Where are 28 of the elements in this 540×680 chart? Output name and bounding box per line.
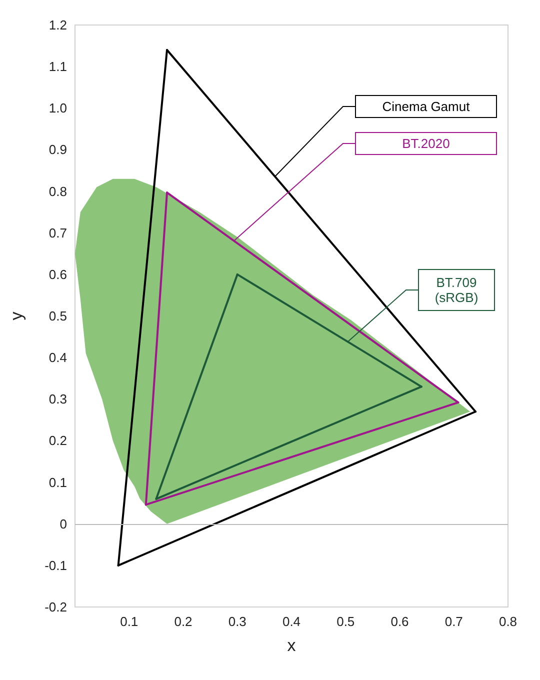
y-tick-label: 0.7	[48, 225, 67, 240]
y-tick-label: 0.8	[48, 184, 67, 199]
x-tick-label: 0.1	[120, 614, 138, 629]
name-box: BT.709 (sRGB)	[418, 269, 495, 311]
y-tick-label: 0	[60, 516, 67, 532]
y-tick-label: 1.1	[48, 59, 67, 74]
x-tick-label: 0.3	[228, 614, 246, 629]
y-tick-label: 0.2	[48, 433, 67, 448]
y-axis-title: y	[7, 311, 26, 320]
y-tick-label: 1.0	[48, 100, 67, 116]
x-tick-label: 0.5	[336, 614, 355, 629]
y-tick-label: 0.6	[48, 266, 67, 282]
x-tick-label: 0.4	[282, 614, 301, 629]
y-tick-label: 0.4	[48, 350, 67, 366]
x-axis-title: x	[287, 636, 296, 655]
y-tick-label: 0.5	[48, 308, 67, 324]
x-tick-label: 0.8	[498, 614, 518, 629]
x-tick-label: 0.7	[444, 614, 463, 629]
name-box: BT.2020	[355, 132, 497, 155]
y-tick-label: -0.2	[44, 600, 67, 614]
y-tick-label: -0.1	[44, 558, 67, 573]
name-box: Cinema Gamut	[355, 95, 497, 118]
x-tick-label: 0.2	[174, 614, 192, 629]
y-tick-label: 0.3	[48, 392, 67, 407]
y-tick-label: 1.2	[48, 18, 67, 32]
y-tick-label: 0.1	[48, 474, 67, 490]
y-tick-label: 0.9	[48, 142, 67, 158]
x-tick-label: 0.6	[390, 614, 409, 629]
